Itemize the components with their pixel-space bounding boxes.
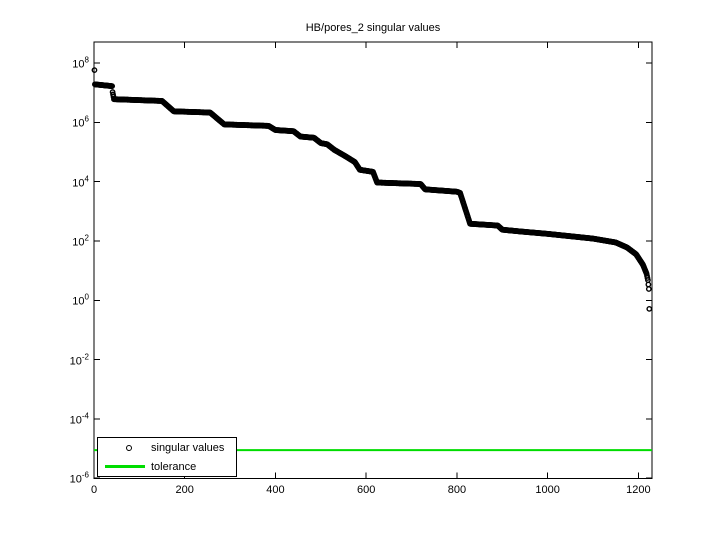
legend-entry-singular-values: singular values bbox=[98, 438, 236, 457]
y-tick-label: 10-2 bbox=[69, 352, 89, 368]
x-tick-label: 1000 bbox=[535, 484, 560, 496]
y-tick-label: 102 bbox=[72, 233, 89, 249]
y-tick-label: 104 bbox=[72, 174, 89, 190]
circle-marker-icon bbox=[98, 438, 151, 457]
y-tick-label: 10-4 bbox=[69, 411, 89, 427]
y-tick-label: 10-6 bbox=[69, 470, 89, 486]
x-tick-label: 400 bbox=[266, 484, 285, 496]
y-tick-label: 108 bbox=[72, 55, 89, 71]
axis-ticks bbox=[93, 42, 652, 479]
x-tick-label: 1200 bbox=[626, 484, 651, 496]
tolerance-line-icon bbox=[98, 457, 151, 476]
x-tick-label: 200 bbox=[175, 484, 194, 496]
legend-entry-tolerance: tolerance bbox=[98, 457, 236, 476]
chart-title: HB/pores_2 singular values bbox=[305, 22, 441, 34]
y-tick-label: 100 bbox=[72, 292, 89, 308]
x-tick-label: 0 bbox=[90, 484, 98, 496]
x-tick-label: 800 bbox=[447, 484, 467, 496]
x-tick-label: 600 bbox=[357, 484, 376, 496]
legend-label-tolerance: tolerance bbox=[151, 460, 197, 473]
singular-values-series bbox=[91, 67, 653, 312]
legend: singular values tolerance bbox=[97, 437, 237, 477]
axes-box bbox=[93, 41, 653, 479]
legend-label-singular-values: singular values bbox=[151, 441, 225, 454]
y-tick-label: 106 bbox=[72, 114, 89, 130]
